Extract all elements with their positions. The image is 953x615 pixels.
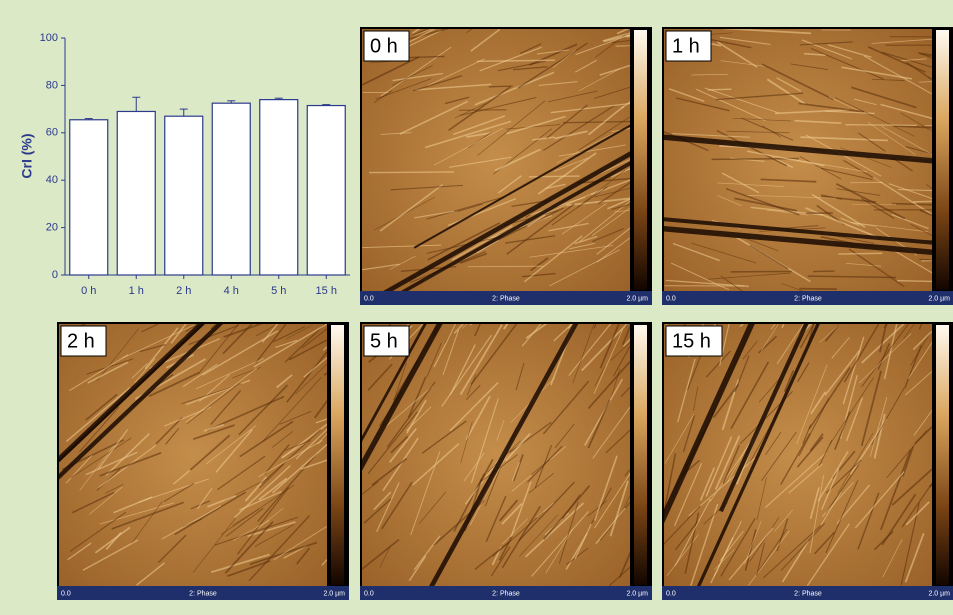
y-tick-label: 100 xyxy=(40,32,58,44)
colorbar xyxy=(936,30,949,290)
figure: CrI (%) 0 20 40 60 80 100 0 h 1 h 2 h 4 h 5 h 15 h 0… xyxy=(0,0,953,615)
footer-text: 2.0 µm xyxy=(323,590,345,597)
bar xyxy=(117,111,155,275)
y-tick-label: 20 xyxy=(46,222,58,234)
page: CrI (%) 0 20 40 60 80 100 0 h 1 h 2 h 4 h 5 h 15 h 0… xyxy=(0,0,953,615)
texture xyxy=(708,89,731,90)
x-tick-label: 15 h xyxy=(316,285,337,297)
colorbar xyxy=(634,30,647,290)
texture xyxy=(813,271,834,272)
footer-text: 0.0 xyxy=(61,590,71,597)
x-tick-label: 2 h xyxy=(176,285,191,297)
x-tick-label: 5 h xyxy=(271,285,286,297)
texture xyxy=(369,172,454,173)
footer-text: 2: Phase xyxy=(794,590,822,597)
footer-text: 2: Phase xyxy=(189,590,217,597)
x-tick-label: 0 h xyxy=(81,285,96,297)
panel-label: 0 h xyxy=(370,35,398,57)
colorbar xyxy=(634,325,647,585)
texture xyxy=(489,86,513,87)
texture xyxy=(799,289,837,290)
colorbar xyxy=(936,325,949,585)
image-base xyxy=(664,29,932,291)
footer-text: 0.0 xyxy=(666,590,676,597)
footer-text: 0.0 xyxy=(364,590,374,597)
y-tick-label: 80 xyxy=(46,79,58,91)
bar xyxy=(70,120,108,275)
y-tick-label: 0 xyxy=(52,269,58,281)
footer-text: 0.0 xyxy=(666,295,676,302)
panel-label: 15 h xyxy=(672,330,711,352)
footer-text: 0.0 xyxy=(364,295,374,302)
bar xyxy=(212,103,250,275)
footer-text: 2: Phase xyxy=(794,295,822,302)
panel-label: 2 h xyxy=(67,330,95,352)
texture xyxy=(838,253,882,254)
x-tick-label: 4 h xyxy=(224,285,239,297)
footer-text: 2: Phase xyxy=(492,590,520,597)
colorbar xyxy=(331,325,344,585)
bar xyxy=(165,116,203,275)
panel-label: 5 h xyxy=(370,330,398,352)
y-tick-label: 60 xyxy=(46,127,58,139)
bar xyxy=(307,106,345,275)
bar xyxy=(260,100,298,275)
texture xyxy=(845,125,917,126)
y-tick-label: 40 xyxy=(46,174,58,186)
footer-text: 2.0 µm xyxy=(928,295,950,302)
footer-text: 2: Phase xyxy=(492,295,520,302)
x-tick-label: 1 h xyxy=(129,285,144,297)
footer-text: 2.0 µm xyxy=(928,590,950,597)
panel-label: 1 h xyxy=(672,35,700,57)
y-axis-label: CrI (%) xyxy=(19,133,35,178)
texture xyxy=(529,176,580,177)
footer-text: 2.0 µm xyxy=(626,590,648,597)
footer-text: 2.0 µm xyxy=(626,295,648,302)
